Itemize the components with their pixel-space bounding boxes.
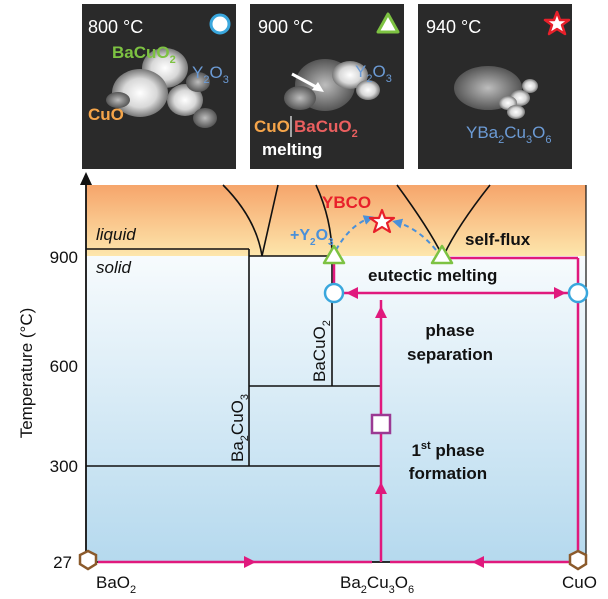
label-y2o3: Y2O3 [192, 63, 229, 86]
eutectic-melting-label: eutectic melting [368, 266, 497, 285]
x-label-bao2: BaO2 [96, 573, 136, 596]
pointer-arrow [291, 72, 319, 90]
x-label-cuo: CuO [562, 573, 597, 592]
panel-900: 900 °C Y2O3 CuO BaCuO2 melting [250, 4, 404, 169]
sem-particles [106, 48, 217, 128]
panel-800: 800 °C BaCuO2 Y2O3 CuO [82, 4, 236, 169]
phase-separation-label: phase separation [407, 321, 493, 364]
arrow-head-icon [312, 82, 324, 92]
solid-region [86, 256, 586, 562]
triangle-icon [322, 244, 346, 265]
sem-particles [454, 66, 538, 119]
label-bacuo2: BaCuO2 [294, 117, 358, 140]
y-tick: 900 [50, 248, 78, 267]
arrow-up-icon [375, 306, 387, 318]
triangle-icon [430, 244, 454, 265]
label-y2o3: Y2O3 [355, 62, 392, 85]
hexagon-icon [568, 549, 588, 571]
y-axis-title: Temperature (°C) [17, 308, 36, 439]
panel-temp: 940 °C [426, 17, 481, 37]
panel-940: 940 °C YBa2Cu3O6 [418, 4, 572, 169]
solid-label: solid [96, 258, 132, 277]
label-bacuo2: BaCuO2 [112, 43, 176, 66]
ba2cuo3-label: Ba2CuO3 [228, 394, 251, 462]
y-axis-arrow-icon [80, 172, 92, 185]
liquidus-curve [261, 184, 279, 257]
arrow-right-icon [554, 287, 566, 299]
liquidus-curve [222, 184, 263, 257]
star-icon [368, 208, 396, 234]
phase-diagram: Temperature (°C) 900 600 300 27 BaO2 Ba2… [17, 172, 597, 596]
y2o3-addition-label: +Y2O3 [290, 227, 334, 248]
y-tick: 300 [50, 457, 78, 476]
dashed-arrow [392, 218, 437, 251]
dashed-arrow [335, 215, 374, 251]
panel-temp: 800 °C [88, 17, 143, 37]
y-tick: 27 [53, 553, 72, 572]
triangle-icon [376, 12, 400, 34]
first-phase-formation-label: 1st phase formation [409, 440, 487, 483]
circle-icon [209, 13, 231, 35]
hexagon-icon [78, 549, 98, 571]
label-cuo: CuO [88, 105, 124, 124]
liquid-region [86, 185, 586, 256]
arrow-left-icon [346, 287, 358, 299]
ybco-label: YBCO [322, 193, 371, 212]
self-flux-label: self-flux [465, 230, 531, 249]
arrow-up-icon [375, 482, 387, 494]
panel-temp: 900 °C [258, 17, 313, 37]
label-cuo: CuO [254, 117, 290, 136]
arrow-left-icon [472, 556, 484, 568]
sem-particles [284, 59, 380, 111]
circle-icon [323, 282, 345, 304]
arrow-right-icon [244, 556, 256, 568]
bacuo2-label: BaCuO2 [310, 320, 333, 382]
y-tick: 600 [50, 357, 78, 376]
label-ybco-formula: YBa2Cu3O6 [466, 123, 551, 146]
star-icon [543, 10, 571, 36]
x-label-ba2cu3o6: Ba2Cu3O6 [340, 573, 414, 596]
square-icon [370, 413, 392, 435]
label-melting: melting [262, 140, 322, 159]
liquid-label: liquid [96, 225, 136, 244]
circle-icon [567, 282, 589, 304]
